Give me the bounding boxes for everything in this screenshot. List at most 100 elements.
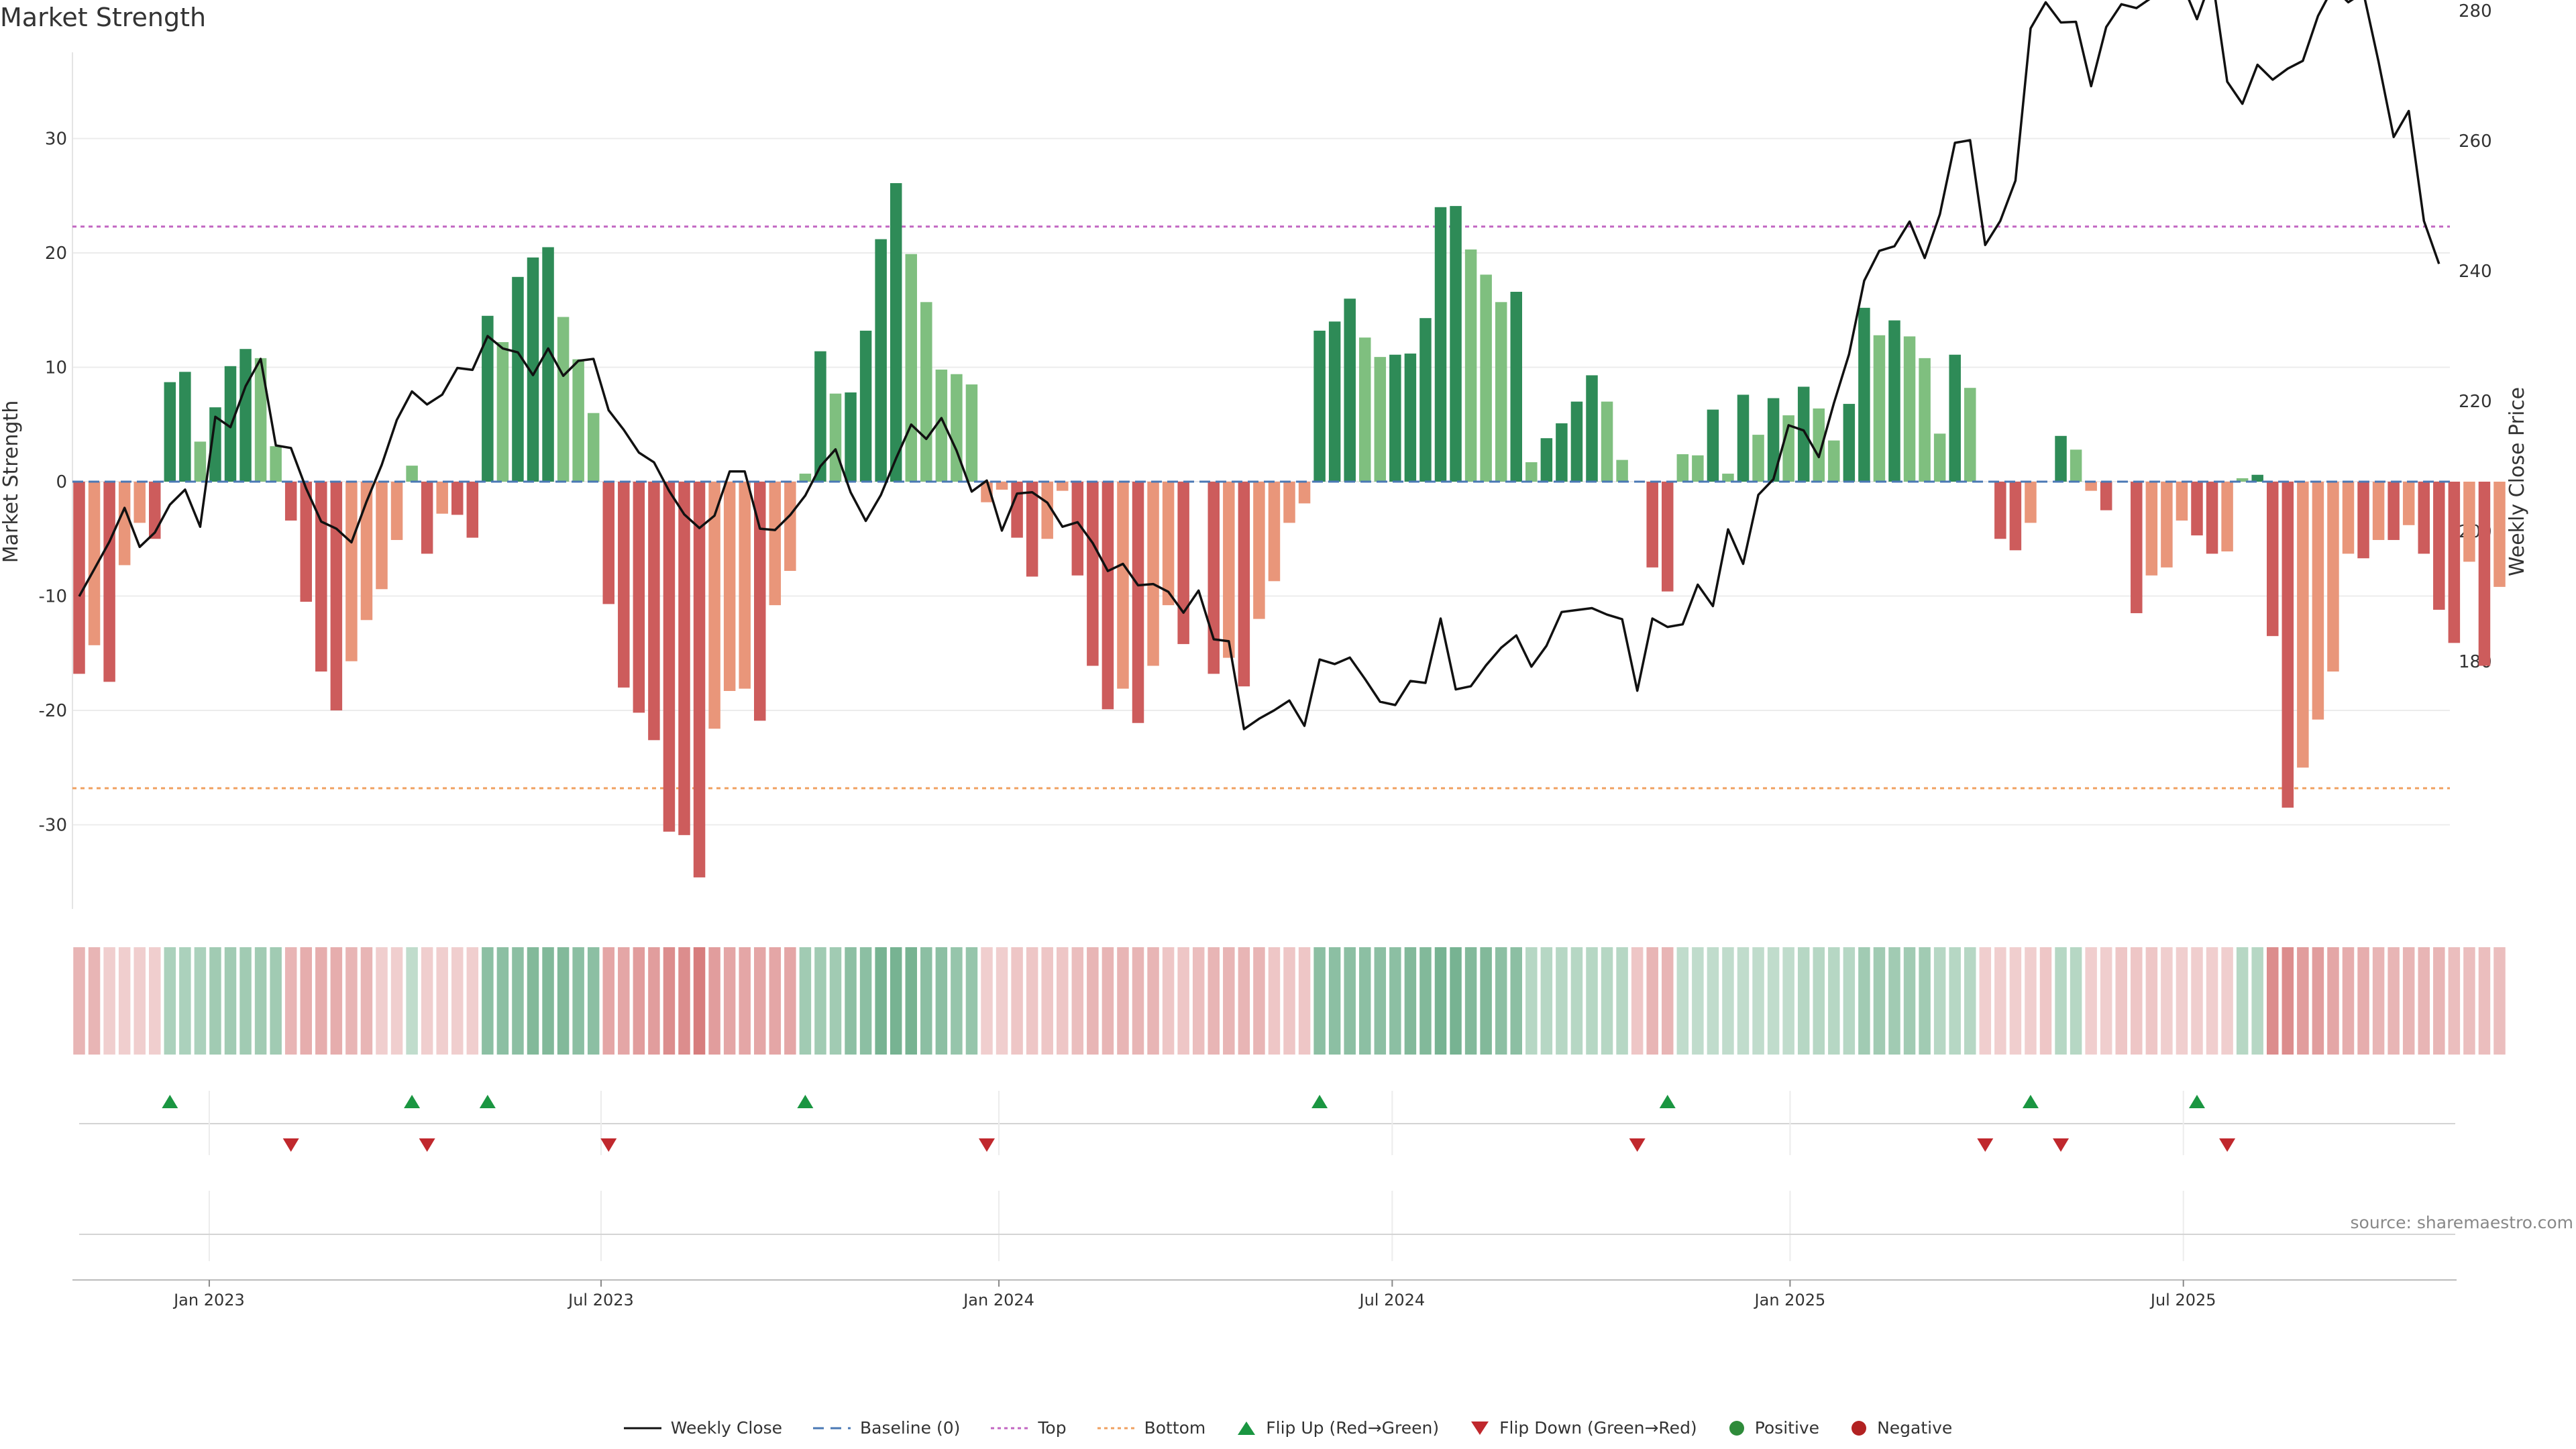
strength-bar-negative [2085, 482, 2097, 491]
strength-bar-positive [1797, 386, 1810, 482]
heat-strip-cell [209, 947, 221, 1055]
x-tick-label: Jan 2023 [172, 1291, 245, 1309]
circle-icon [1729, 1420, 1744, 1436]
heat-strip-cell [2372, 947, 2385, 1055]
heat-strip-cell [451, 947, 464, 1055]
triangle-up-icon [1238, 1421, 1256, 1435]
heat-strip-cell [1737, 947, 1750, 1055]
strength-bar-negative [1132, 482, 1144, 723]
heat-strip-cell [2206, 947, 2218, 1055]
strength-bar-negative [2145, 482, 2158, 576]
heat-strip-cell [633, 947, 645, 1055]
strength-bar-positive [1601, 401, 1613, 482]
strength-bar-negative [2433, 482, 2445, 610]
heat-strip-cell [1071, 947, 1084, 1055]
heat-strip-cell [2100, 947, 2112, 1055]
heat-strip-cell [390, 947, 403, 1055]
y2-tick-label: 240 [2459, 262, 2492, 282]
strength-bar-positive [2236, 478, 2249, 482]
heat-strip-cell [1450, 947, 1462, 1055]
strength-bar-positive [1510, 291, 1522, 482]
y-tick-label: 10 [45, 358, 67, 378]
strength-bar-positive [1313, 330, 1326, 482]
heat-strip-cell [1540, 947, 1553, 1055]
heat-strip-cell [1525, 947, 1538, 1055]
y-tick-label: -30 [39, 816, 67, 836]
strength-bar-negative [1268, 482, 1281, 582]
heat-strip-cell [951, 947, 963, 1055]
heat-strip-cell [345, 947, 358, 1055]
strength-bar-negative [1087, 482, 1099, 666]
strength-bar-negative [2312, 482, 2324, 720]
heat-strip-cell [2131, 947, 2143, 1055]
strength-bar-negative [315, 482, 327, 672]
heat-strip-cell [587, 947, 600, 1055]
heat-strip-cell [1374, 947, 1387, 1055]
strength-bar-negative [1253, 482, 1265, 619]
heat-strip-cell [1389, 947, 1401, 1055]
heat-strip-cell [996, 947, 1008, 1055]
strength-bar-positive [1919, 358, 1931, 482]
heat-strip-cell [466, 947, 479, 1055]
heat-strip-cell [2191, 947, 2203, 1055]
legend-label-top: Top [1038, 1418, 1067, 1438]
heat-strip-cell [1570, 947, 1583, 1055]
heat-strip-cell [118, 947, 131, 1055]
heat-strip-cell [1208, 947, 1220, 1055]
strength-bar-negative [436, 482, 448, 514]
legend-dotted-icon [1097, 1427, 1135, 1429]
strength-bar-positive [406, 466, 418, 482]
legend-item-negative: Negative [1850, 1418, 1952, 1438]
strength-bar-negative [300, 482, 312, 602]
strength-bar-positive [905, 254, 917, 482]
heat-strip-cell [1676, 947, 1689, 1055]
strength-bar-positive [2055, 435, 2067, 482]
heat-strip-cell [2085, 947, 2097, 1055]
strength-bar-negative [284, 482, 297, 521]
heat-strip-cell [875, 947, 887, 1055]
chart-title: Market Strength [0, 3, 207, 32]
legend-item-weekly-close: Weekly Close [623, 1418, 782, 1438]
heat-strip-cell [1707, 947, 1719, 1055]
strength-bar-negative [2478, 482, 2491, 666]
heat-strip-cell [330, 947, 343, 1055]
heat-strip-cell [1949, 947, 1961, 1055]
strength-bar-positive [1903, 336, 1916, 482]
heat-strip-cell [2176, 947, 2188, 1055]
heat-strip-cell [421, 947, 433, 1055]
heat-strip-cell [2297, 947, 2309, 1055]
heat-strip-cell [1662, 947, 1674, 1055]
strength-bar-negative [118, 482, 131, 566]
heat-strip-cell [2448, 947, 2461, 1055]
flip-down-marker [600, 1138, 617, 1152]
heat-strip-cell [2433, 947, 2445, 1055]
x-tick-label: Jan 2024 [962, 1291, 1034, 1309]
strength-bar-negative [133, 482, 146, 523]
strength-bar-negative [2357, 482, 2369, 559]
heat-strip-cell [164, 947, 176, 1055]
circle-icon [1851, 1420, 1867, 1436]
strength-bar-negative [739, 482, 751, 689]
strength-bar-positive [1676, 454, 1689, 482]
strength-bar-negative [390, 482, 403, 540]
strength-bar-positive [829, 393, 842, 482]
heat-strip-cell [2055, 947, 2067, 1055]
heat-strip-cell [663, 947, 676, 1055]
heat-strip-cell [1147, 947, 1159, 1055]
x-tick-label: Jul 2023 [567, 1291, 634, 1309]
heat-strip-cell [2009, 947, 2022, 1055]
strength-bar-positive [239, 349, 252, 482]
heat-strip-cell [1011, 947, 1023, 1055]
strength-bar-negative [996, 482, 1008, 490]
legend-label-positive: Positive [1754, 1418, 1820, 1438]
heat-strip-cell [1858, 947, 1870, 1055]
strength-bar-negative [769, 482, 782, 606]
strength-bar-negative [1117, 482, 1129, 689]
strength-bar-negative [421, 482, 433, 554]
heat-strip-cell [1843, 947, 1856, 1055]
strength-bar-positive [1752, 435, 1764, 482]
strength-bar-positive [1374, 357, 1387, 482]
heat-strip-cell [1873, 947, 1886, 1055]
strength-bar-positive [859, 330, 872, 482]
heat-strip-cell [1919, 947, 1931, 1055]
